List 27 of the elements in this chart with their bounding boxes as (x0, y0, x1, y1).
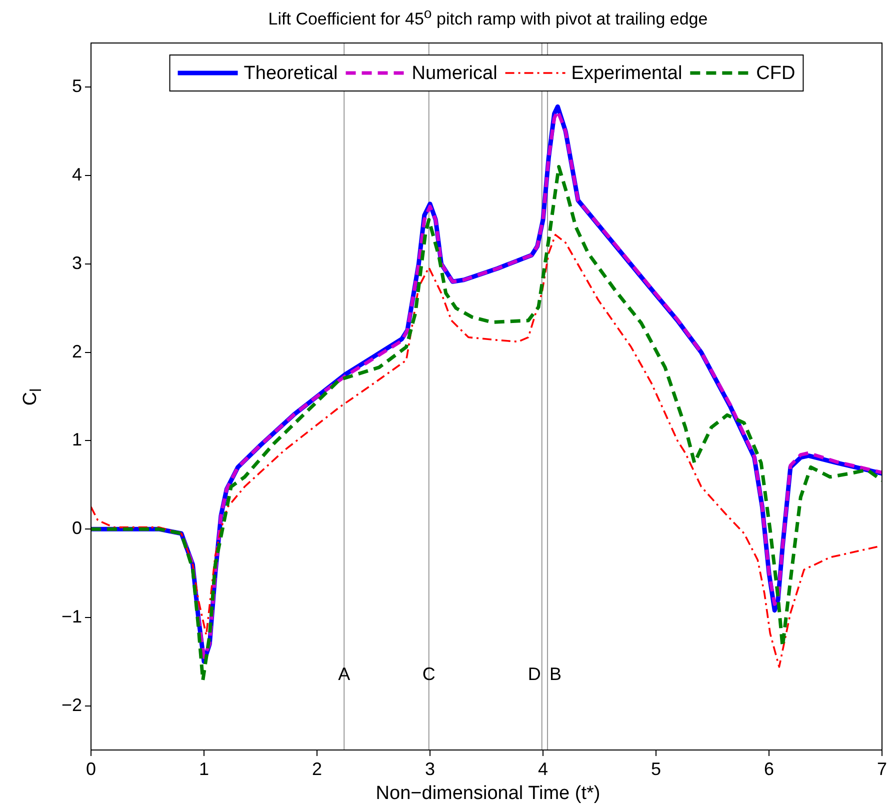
ref-line-label: A (338, 664, 350, 684)
x-axis-title: Non−dimensional Time (t*) (374, 783, 602, 805)
y-tick-label: 0 (72, 518, 82, 538)
legend-label: Theoretical (244, 63, 338, 84)
y-tick-label: 1 (72, 430, 82, 450)
x-tick-label: 0 (86, 758, 96, 779)
ref-line-label: B (550, 664, 562, 684)
legend-label: Numerical (412, 63, 498, 84)
y-tick-label: −1 (61, 606, 82, 626)
y-tick-label: 2 (72, 341, 82, 362)
ref-line-label: C (422, 664, 436, 684)
y-tick-label: 3 (72, 252, 82, 273)
x-tick-label: 2 (312, 758, 322, 779)
legend-label: CFD (756, 63, 796, 84)
y-tick-label: 4 (72, 164, 82, 185)
x-tick-label: 4 (538, 758, 548, 779)
x-tick-label: 7 (876, 758, 887, 779)
legend-label: Experimental (571, 63, 682, 84)
y-tick-label: −2 (61, 694, 82, 715)
x-tick-label: 1 (198, 758, 210, 779)
ref-line-label: D (528, 664, 541, 684)
line-series (91, 234, 878, 668)
x-tick-label: 5 (650, 758, 662, 779)
x-tick-label: 6 (764, 758, 774, 779)
chart-title: Lift Coefficient for 45$^{o}$ pitch ramp with pivot at trailing edge (267, 6, 709, 30)
y-tick-label: 5 (72, 76, 82, 96)
x-tick-label: 3 (424, 758, 436, 779)
